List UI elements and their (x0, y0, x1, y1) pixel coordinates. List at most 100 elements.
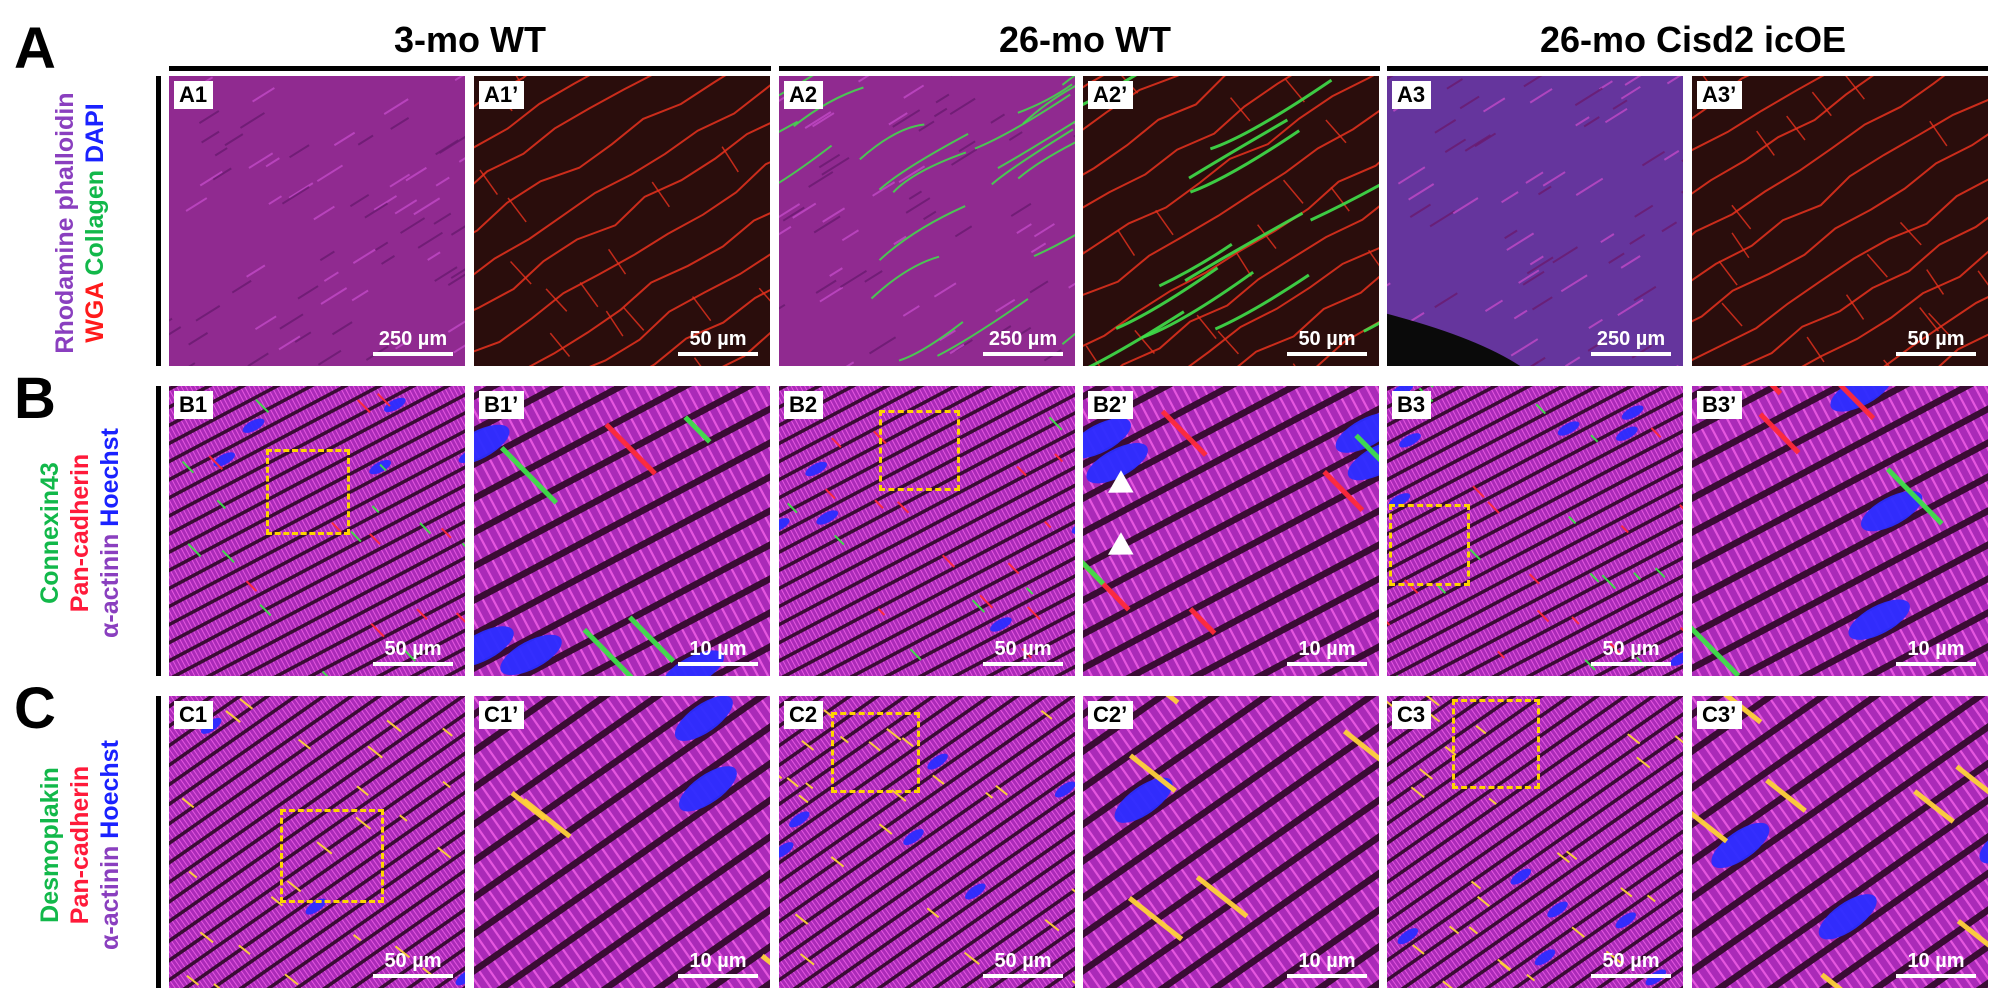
scale-bar-label: 50 µm (1591, 951, 1671, 971)
panel-tag: C3 (1392, 701, 1432, 729)
scale-bar-label: 10 µm (678, 639, 758, 659)
scale-bar: 250 µm (373, 329, 453, 356)
micrograph-panel-c3p: C3’ 10 µm (1692, 696, 1988, 988)
row-label-stain: Hoechst (96, 740, 124, 839)
row-label-line: α-actinin Hoechst (95, 740, 125, 950)
micrograph-panel-c1: C1 50 µm (169, 696, 465, 988)
panel-tag: B3 (1392, 391, 1432, 419)
scale-bar-label: 50 µm (983, 951, 1063, 971)
panel-tag: B2’ (1088, 391, 1134, 419)
micrograph-panel-a1p: A1’ 50 µm (474, 76, 770, 366)
panel-tag: A3’ (1697, 81, 1743, 109)
scale-bar-line (983, 352, 1063, 356)
scale-bar: 10 µm (1896, 639, 1976, 666)
micrograph-image (1083, 696, 1379, 988)
row-label-c: Desmoplakin Pan-cadherin α-actinin Hoechst (0, 702, 160, 988)
row-label-line: Rhodamine phalloidin (50, 92, 80, 353)
panel-tag: A3 (1392, 81, 1432, 109)
row-label-stain (96, 839, 124, 846)
scale-bar: 50 µm (373, 951, 453, 978)
scale-bar-line (1591, 352, 1671, 356)
row-label-line: Pan-cadherin (65, 766, 95, 924)
scale-bar-line (1896, 974, 1976, 978)
group-rule-26mo-cisd2 (1387, 66, 1988, 71)
micrograph-image (1692, 76, 1988, 366)
row-label-stain: WGA (81, 283, 109, 343)
row-label-stain (96, 527, 124, 534)
micrograph-panel-a3: A3 250 µm (1387, 76, 1683, 366)
panel-tag: C2’ (1088, 701, 1134, 729)
scale-bar-line (373, 352, 453, 356)
row-label-line: α-actinin Hoechst (95, 428, 125, 638)
row-letter-c: C (14, 680, 56, 738)
row-label-stain (81, 163, 109, 170)
scale-bar-line (1591, 974, 1671, 978)
row-rule-b (156, 386, 161, 676)
scale-bar-line (373, 974, 453, 978)
scale-bar-line (1287, 974, 1367, 978)
micrograph-image (1692, 386, 1988, 676)
micrograph-image (1387, 76, 1683, 366)
panel-tag: C3’ (1697, 701, 1743, 729)
scale-bar: 250 µm (983, 329, 1063, 356)
scale-bar-label: 50 µm (1896, 329, 1976, 349)
panel-tag: C1 (174, 701, 214, 729)
panel-tag: B1 (174, 391, 214, 419)
scale-bar: 50 µm (1896, 329, 1976, 356)
row-letter-a: A (14, 20, 56, 78)
micrograph-image (474, 76, 770, 366)
scale-bar-label: 10 µm (1287, 951, 1367, 971)
group-title-26mo-wt: 26-mo WT (780, 22, 1390, 58)
micrograph-panel-c2p: C2’ 10 µm (1083, 696, 1379, 988)
scale-bar-label: 250 µm (983, 329, 1063, 349)
scale-bar-line (983, 974, 1063, 978)
scale-bar-label: 10 µm (678, 951, 758, 971)
micrograph-image (474, 386, 770, 676)
panel-tag: C1’ (479, 701, 525, 729)
micrograph-panel-c3: C3 50 µm (1387, 696, 1683, 988)
row-label-stain: α-actinin (96, 534, 124, 638)
scale-bar-label: 50 µm (373, 639, 453, 659)
micrograph-panel-c2: C2 50 µm (779, 696, 1075, 988)
scale-bar-line (1896, 662, 1976, 666)
micrograph-panel-b2p: B2’ 10 µm (1083, 386, 1379, 676)
panel-tag: C2 (784, 701, 824, 729)
scale-bar: 10 µm (678, 639, 758, 666)
panel-tag: A1 (174, 81, 214, 109)
scale-bar: 10 µm (1287, 639, 1367, 666)
group-rule-26mo-wt (779, 66, 1380, 71)
scale-bar-line (1287, 352, 1367, 356)
micrograph-panel-a3p: A3’ 50 µm (1692, 76, 1988, 366)
roi-box (831, 712, 920, 793)
micrograph-image (169, 696, 465, 988)
scale-bar-label: 10 µm (1896, 951, 1976, 971)
row-label-stain: α-actinin (96, 846, 124, 950)
row-label-stain: Collagen (81, 170, 109, 276)
group-title-3mo-wt: 3-mo WT (165, 22, 775, 58)
scale-bar-label: 50 µm (678, 329, 758, 349)
scale-bar: 10 µm (1896, 951, 1976, 978)
scale-bar-line (983, 662, 1063, 666)
roi-box (266, 449, 350, 535)
scale-bar: 50 µm (1287, 329, 1367, 356)
micrograph-panel-c1p: C1’ 10 µm (474, 696, 770, 988)
roi-box (280, 809, 384, 903)
panel-tag: A2’ (1088, 81, 1134, 109)
row-label-stain (81, 276, 109, 283)
scale-bar-label: 250 µm (1591, 329, 1671, 349)
group-rule-3mo-wt (169, 66, 771, 71)
roi-box (879, 410, 960, 491)
roi-box (1452, 699, 1540, 789)
micrograph-image (1083, 386, 1379, 676)
micrograph-image (474, 696, 770, 988)
micrograph-panel-b1: B1 50 µm (169, 386, 465, 676)
scale-bar: 250 µm (1591, 329, 1671, 356)
micrograph-image (1083, 76, 1379, 366)
scale-bar-label: 250 µm (373, 329, 453, 349)
micrograph-panel-b1p: B1’ 10 µm (474, 386, 770, 676)
row-label-line: Connexin43 (35, 462, 65, 604)
panel-tag: A2 (784, 81, 824, 109)
scale-bar-line (1591, 662, 1671, 666)
roi-box (1389, 504, 1470, 586)
scale-bar-line (678, 974, 758, 978)
